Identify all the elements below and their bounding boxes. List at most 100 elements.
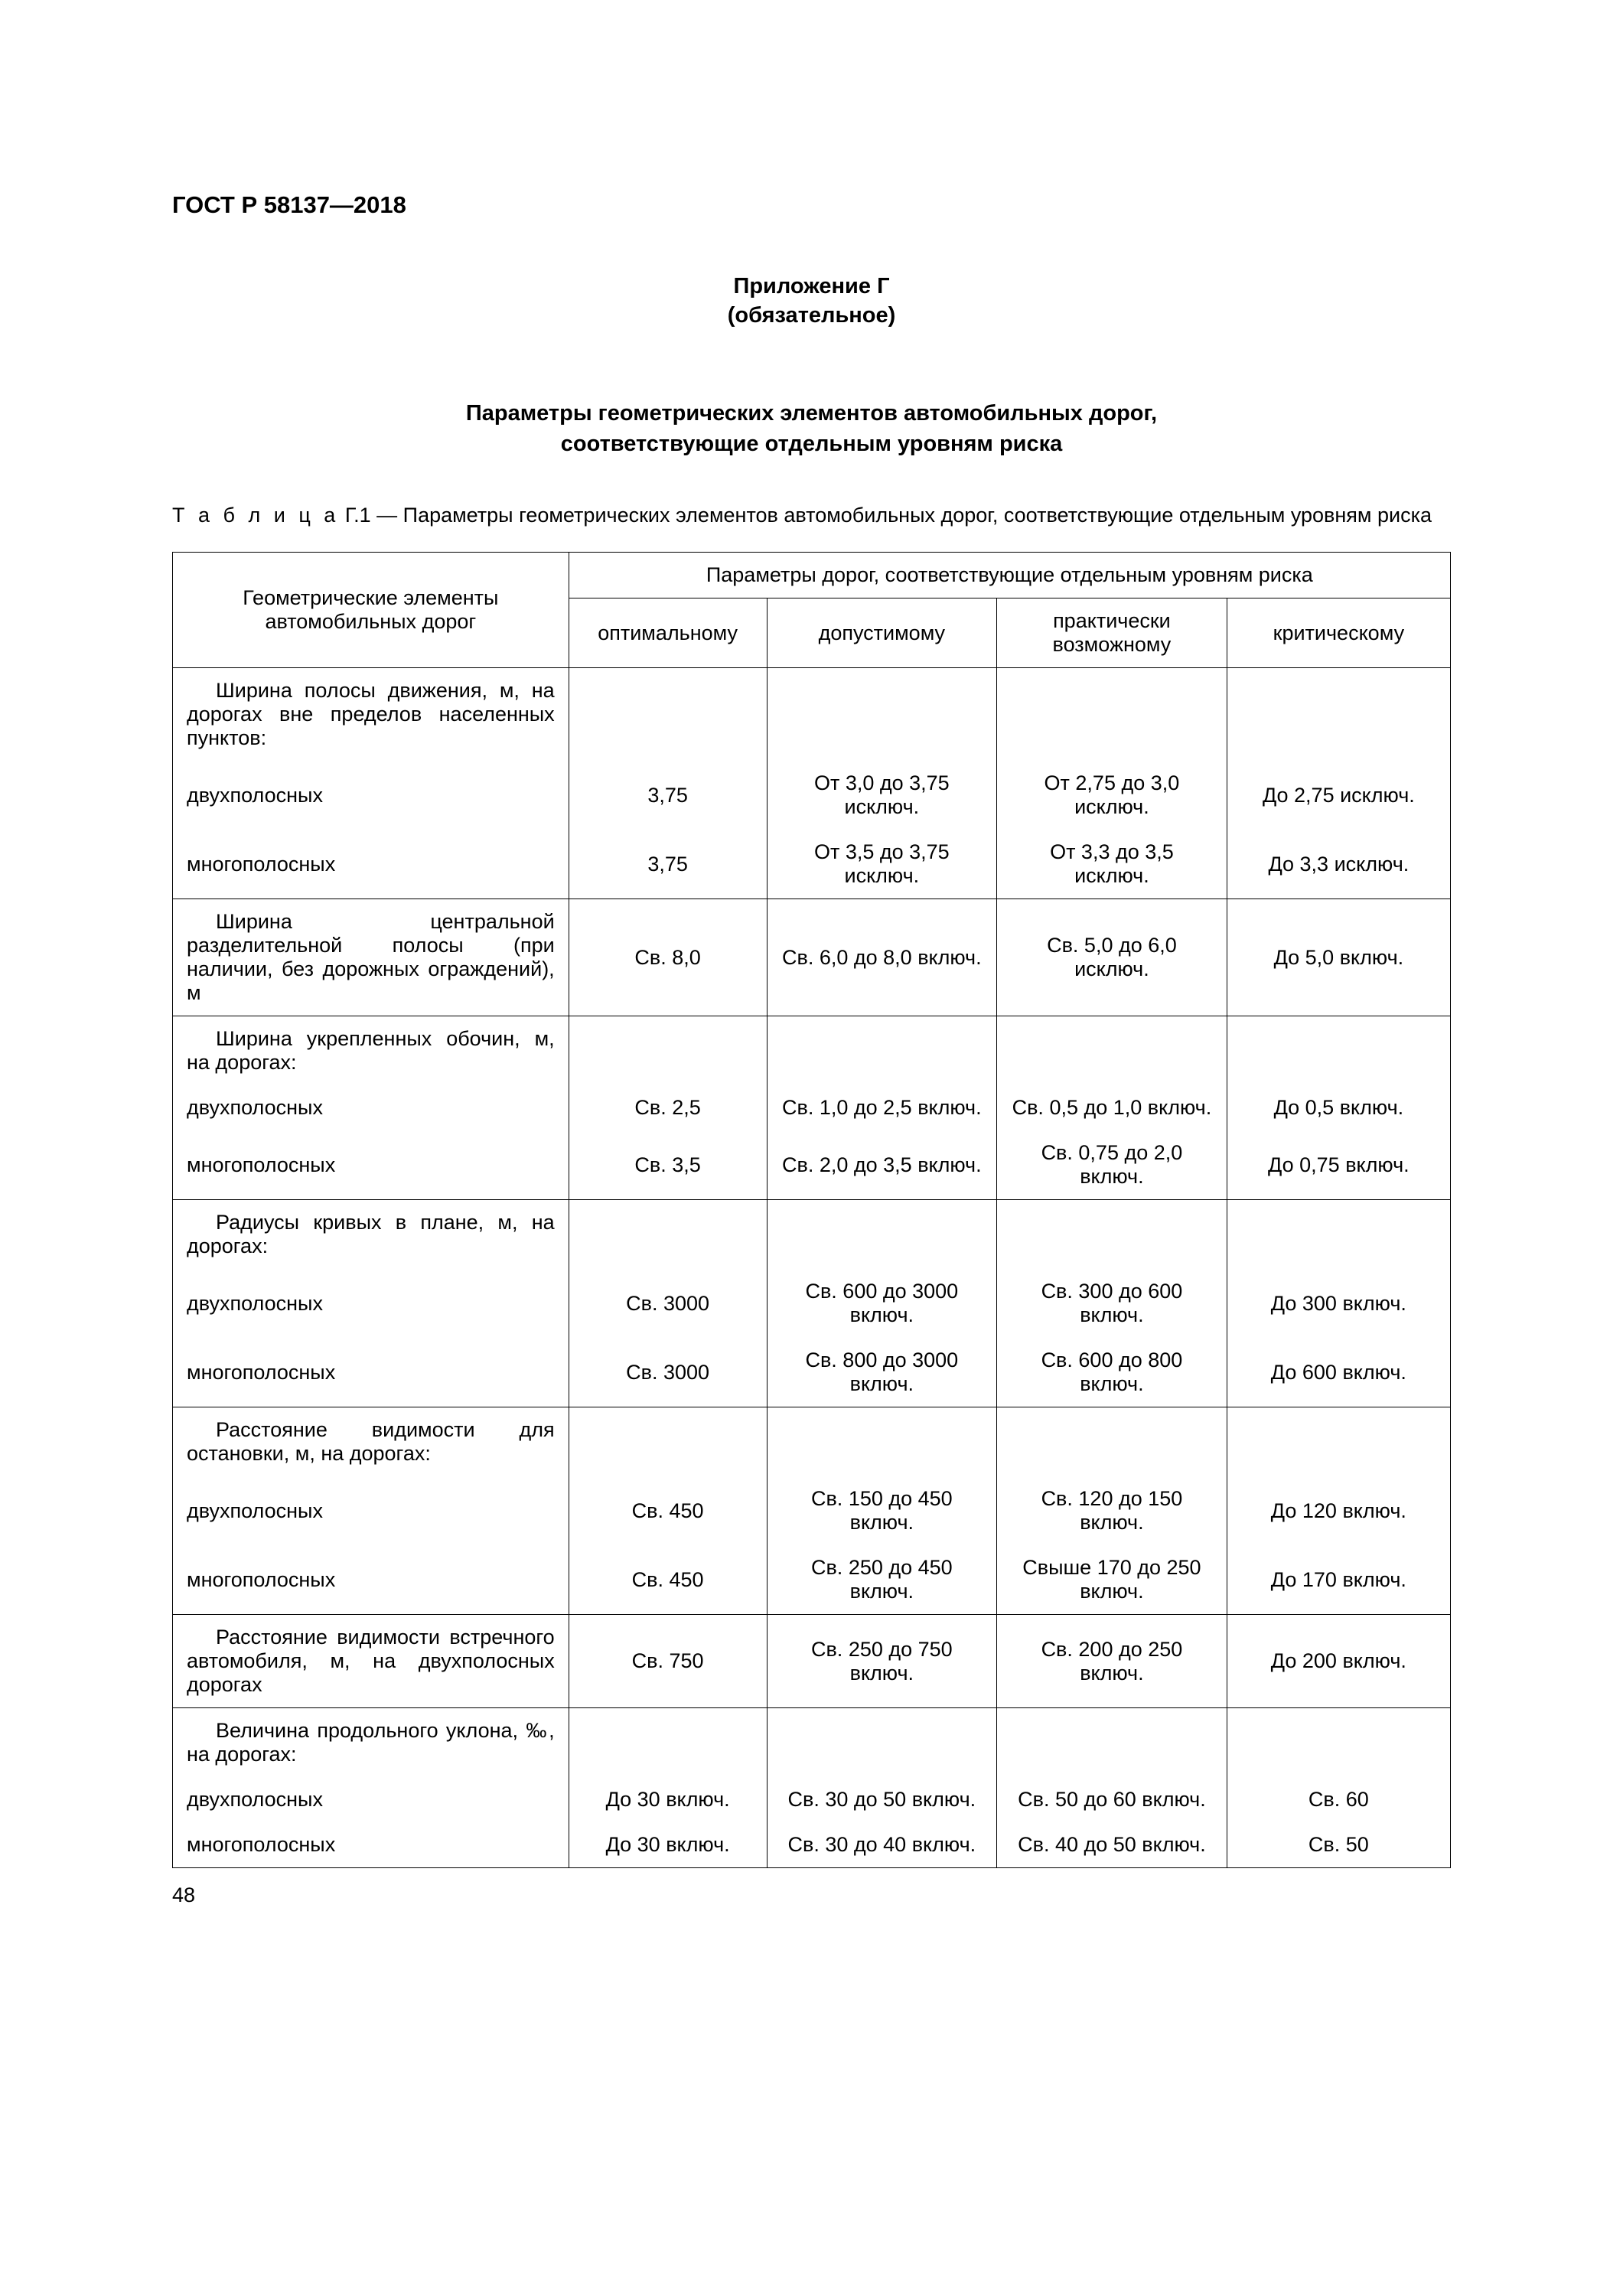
table-row: Расстояние видимости встречного автомоби… xyxy=(173,1615,1451,1708)
table-cell: Св. 3000 xyxy=(569,1338,767,1407)
sub-row-label: многополосных xyxy=(173,1130,569,1200)
table-cell: Св. 50 до 60 включ. xyxy=(997,1777,1227,1822)
table-row: двухполосных3,75От 3,0 до 3,75 исключ.От… xyxy=(173,761,1451,830)
table-cell xyxy=(997,1407,1227,1477)
table-row: многополосныхДо 30 включ.Св. 30 до 40 вк… xyxy=(173,1822,1451,1868)
table-cell: До 0,75 включ. xyxy=(1227,1130,1450,1200)
table-cell: Св. 2,0 до 3,5 включ. xyxy=(767,1130,997,1200)
table-cell: Св. 1,0 до 2,5 включ. xyxy=(767,1085,997,1130)
table-row: многополосныхСв. 3,5Св. 2,0 до 3,5 включ… xyxy=(173,1130,1451,1200)
table-cell: Св. 3000 xyxy=(569,1269,767,1338)
table-cell xyxy=(569,1016,767,1086)
table-row: двухполосныхСв. 2,5Св. 1,0 до 2,5 включ.… xyxy=(173,1085,1451,1130)
table-row: Ширина центральной разделительной полосы… xyxy=(173,899,1451,1016)
table-cell: До 2,75 исключ. xyxy=(1227,761,1450,830)
document-page: ГОСТ Р 58137—2018 Приложение Г (обязател… xyxy=(0,0,1623,1984)
table-cell xyxy=(997,1016,1227,1086)
header-col-0: оптимальному xyxy=(569,598,767,668)
sub-row-label: многополосных xyxy=(173,1545,569,1615)
table-cell: Св. 60 xyxy=(1227,1777,1450,1822)
group-label: Ширина центральной разделительной полосы… xyxy=(173,899,569,1016)
table-cell: До 0,5 включ. xyxy=(1227,1085,1450,1130)
section-title-line2: соответствующие отдельным уровням риска xyxy=(172,429,1451,459)
section-title: Параметры геометрических элементов автом… xyxy=(172,399,1451,458)
table-caption-rest: Г.1 — Параметры геометрических элементов… xyxy=(339,504,1432,527)
header-row-label: Геометрические элементы автомобильных до… xyxy=(173,553,569,668)
table-cell: Св. 50 xyxy=(1227,1822,1450,1868)
table-cell xyxy=(1227,1708,1450,1778)
table-cell: Св. 30 до 50 включ. xyxy=(767,1777,997,1822)
table-cell xyxy=(767,1200,997,1270)
table-row: двухполосныхСв. 3000Св. 600 до 3000 вклю… xyxy=(173,1269,1451,1338)
table-cell: Св. 120 до 150 включ. xyxy=(997,1476,1227,1545)
table-cell: Св. 5,0 до 6,0 исключ. xyxy=(997,899,1227,1016)
table-cell: До 300 включ. xyxy=(1227,1269,1450,1338)
table-cell xyxy=(569,668,767,762)
table-cell: Св. 6,0 до 8,0 включ. xyxy=(767,899,997,1016)
header-col-1: допустимому xyxy=(767,598,997,668)
group-label: Расстояние видимости для остановки, м, н… xyxy=(173,1407,569,1477)
table-cell: Св. 300 до 600 включ. xyxy=(997,1269,1227,1338)
table-cell: От 3,0 до 3,75 исключ. xyxy=(767,761,997,830)
table-row: Радиусы кривых в плане, м, на дорогах: xyxy=(173,1200,1451,1270)
table-row: Ширина полосы движения, м, на дорогах вн… xyxy=(173,668,1451,762)
table-cell: До 200 включ. xyxy=(1227,1615,1450,1708)
table-cell: Св. 0,5 до 1,0 включ. xyxy=(997,1085,1227,1130)
appendix-title-line1: Приложение Г xyxy=(172,272,1451,302)
table-cell xyxy=(569,1708,767,1778)
table-cell xyxy=(569,1200,767,1270)
table-cell: До 30 включ. xyxy=(569,1777,767,1822)
table-cell xyxy=(1227,1016,1450,1086)
table-cell: От 3,5 до 3,75 исключ. xyxy=(767,830,997,899)
table-row: многополосных3,75От 3,5 до 3,75 исключ.О… xyxy=(173,830,1451,899)
table-row: Ширина укрепленных обочин, м, на дорогах… xyxy=(173,1016,1451,1086)
table-cell: От 3,3 до 3,5 исключ. xyxy=(997,830,1227,899)
sub-row-label: многополосных xyxy=(173,1822,569,1868)
group-label: Ширина полосы движения, м, на дорогах вн… xyxy=(173,668,569,762)
table-cell xyxy=(767,1407,997,1477)
table-row: двухполосныхСв. 450Св. 150 до 450 включ.… xyxy=(173,1476,1451,1545)
table-cell: Св. 750 xyxy=(569,1615,767,1708)
header-col-3: критическому xyxy=(1227,598,1450,668)
table-row: многополосныхСв. 450Св. 250 до 450 включ… xyxy=(173,1545,1451,1615)
sub-row-label: двухполосных xyxy=(173,1476,569,1545)
table-cell: 3,75 xyxy=(569,830,767,899)
table-cell: Св. 150 до 450 включ. xyxy=(767,1476,997,1545)
table-cell: Св. 8,0 xyxy=(569,899,767,1016)
table-cell xyxy=(997,1200,1227,1270)
sub-row-label: двухполосных xyxy=(173,1085,569,1130)
sub-row-label: двухполосных xyxy=(173,761,569,830)
table-cell xyxy=(767,1016,997,1086)
table-cell: От 2,75 до 3,0 исключ. xyxy=(997,761,1227,830)
table-caption: Т а б л и ц а Г.1 — Параметры геометриче… xyxy=(172,501,1451,529)
table-cell xyxy=(767,668,997,762)
table-cell xyxy=(569,1407,767,1477)
table-cell: 3,75 xyxy=(569,761,767,830)
table-row: двухполосныхДо 30 включ.Св. 30 до 50 вкл… xyxy=(173,1777,1451,1822)
group-label: Радиусы кривых в плане, м, на дорогах: xyxy=(173,1200,569,1270)
table-cell: До 5,0 включ. xyxy=(1227,899,1450,1016)
table-row: многополосныхСв. 3000Св. 800 до 3000 вкл… xyxy=(173,1338,1451,1407)
table-cell: Св. 40 до 50 включ. xyxy=(997,1822,1227,1868)
header-col-2: практически возможному xyxy=(997,598,1227,668)
table-cell: До 120 включ. xyxy=(1227,1476,1450,1545)
table-cell: Св. 450 xyxy=(569,1545,767,1615)
table-row: Величина продольного уклона, ‰, на дорог… xyxy=(173,1708,1451,1778)
table-cell: Св. 0,75 до 2,0 включ. xyxy=(997,1130,1227,1200)
table-cell xyxy=(1227,1200,1450,1270)
table-cell xyxy=(767,1708,997,1778)
table-cell: Св. 3,5 xyxy=(569,1130,767,1200)
table-cell xyxy=(1227,1407,1450,1477)
sub-row-label: многополосных xyxy=(173,1338,569,1407)
header-super: Параметры дорог, соответствующие отдельн… xyxy=(569,553,1450,598)
table-cell: Св. 250 до 450 включ. xyxy=(767,1545,997,1615)
sub-row-label: двухполосных xyxy=(173,1777,569,1822)
page-number: 48 xyxy=(172,1883,1451,1907)
table-row: Расстояние видимости для остановки, м, н… xyxy=(173,1407,1451,1477)
group-label: Ширина укрепленных обочин, м, на дорогах… xyxy=(173,1016,569,1086)
parameters-table: Геометрические элементы автомобильных до… xyxy=(172,552,1451,1868)
table-cell: До 30 включ. xyxy=(569,1822,767,1868)
group-label: Величина продольного уклона, ‰, на дорог… xyxy=(173,1708,569,1778)
table-caption-prefix: Т а б л и ц а xyxy=(172,504,339,527)
table-cell: Св. 600 до 3000 включ. xyxy=(767,1269,997,1338)
